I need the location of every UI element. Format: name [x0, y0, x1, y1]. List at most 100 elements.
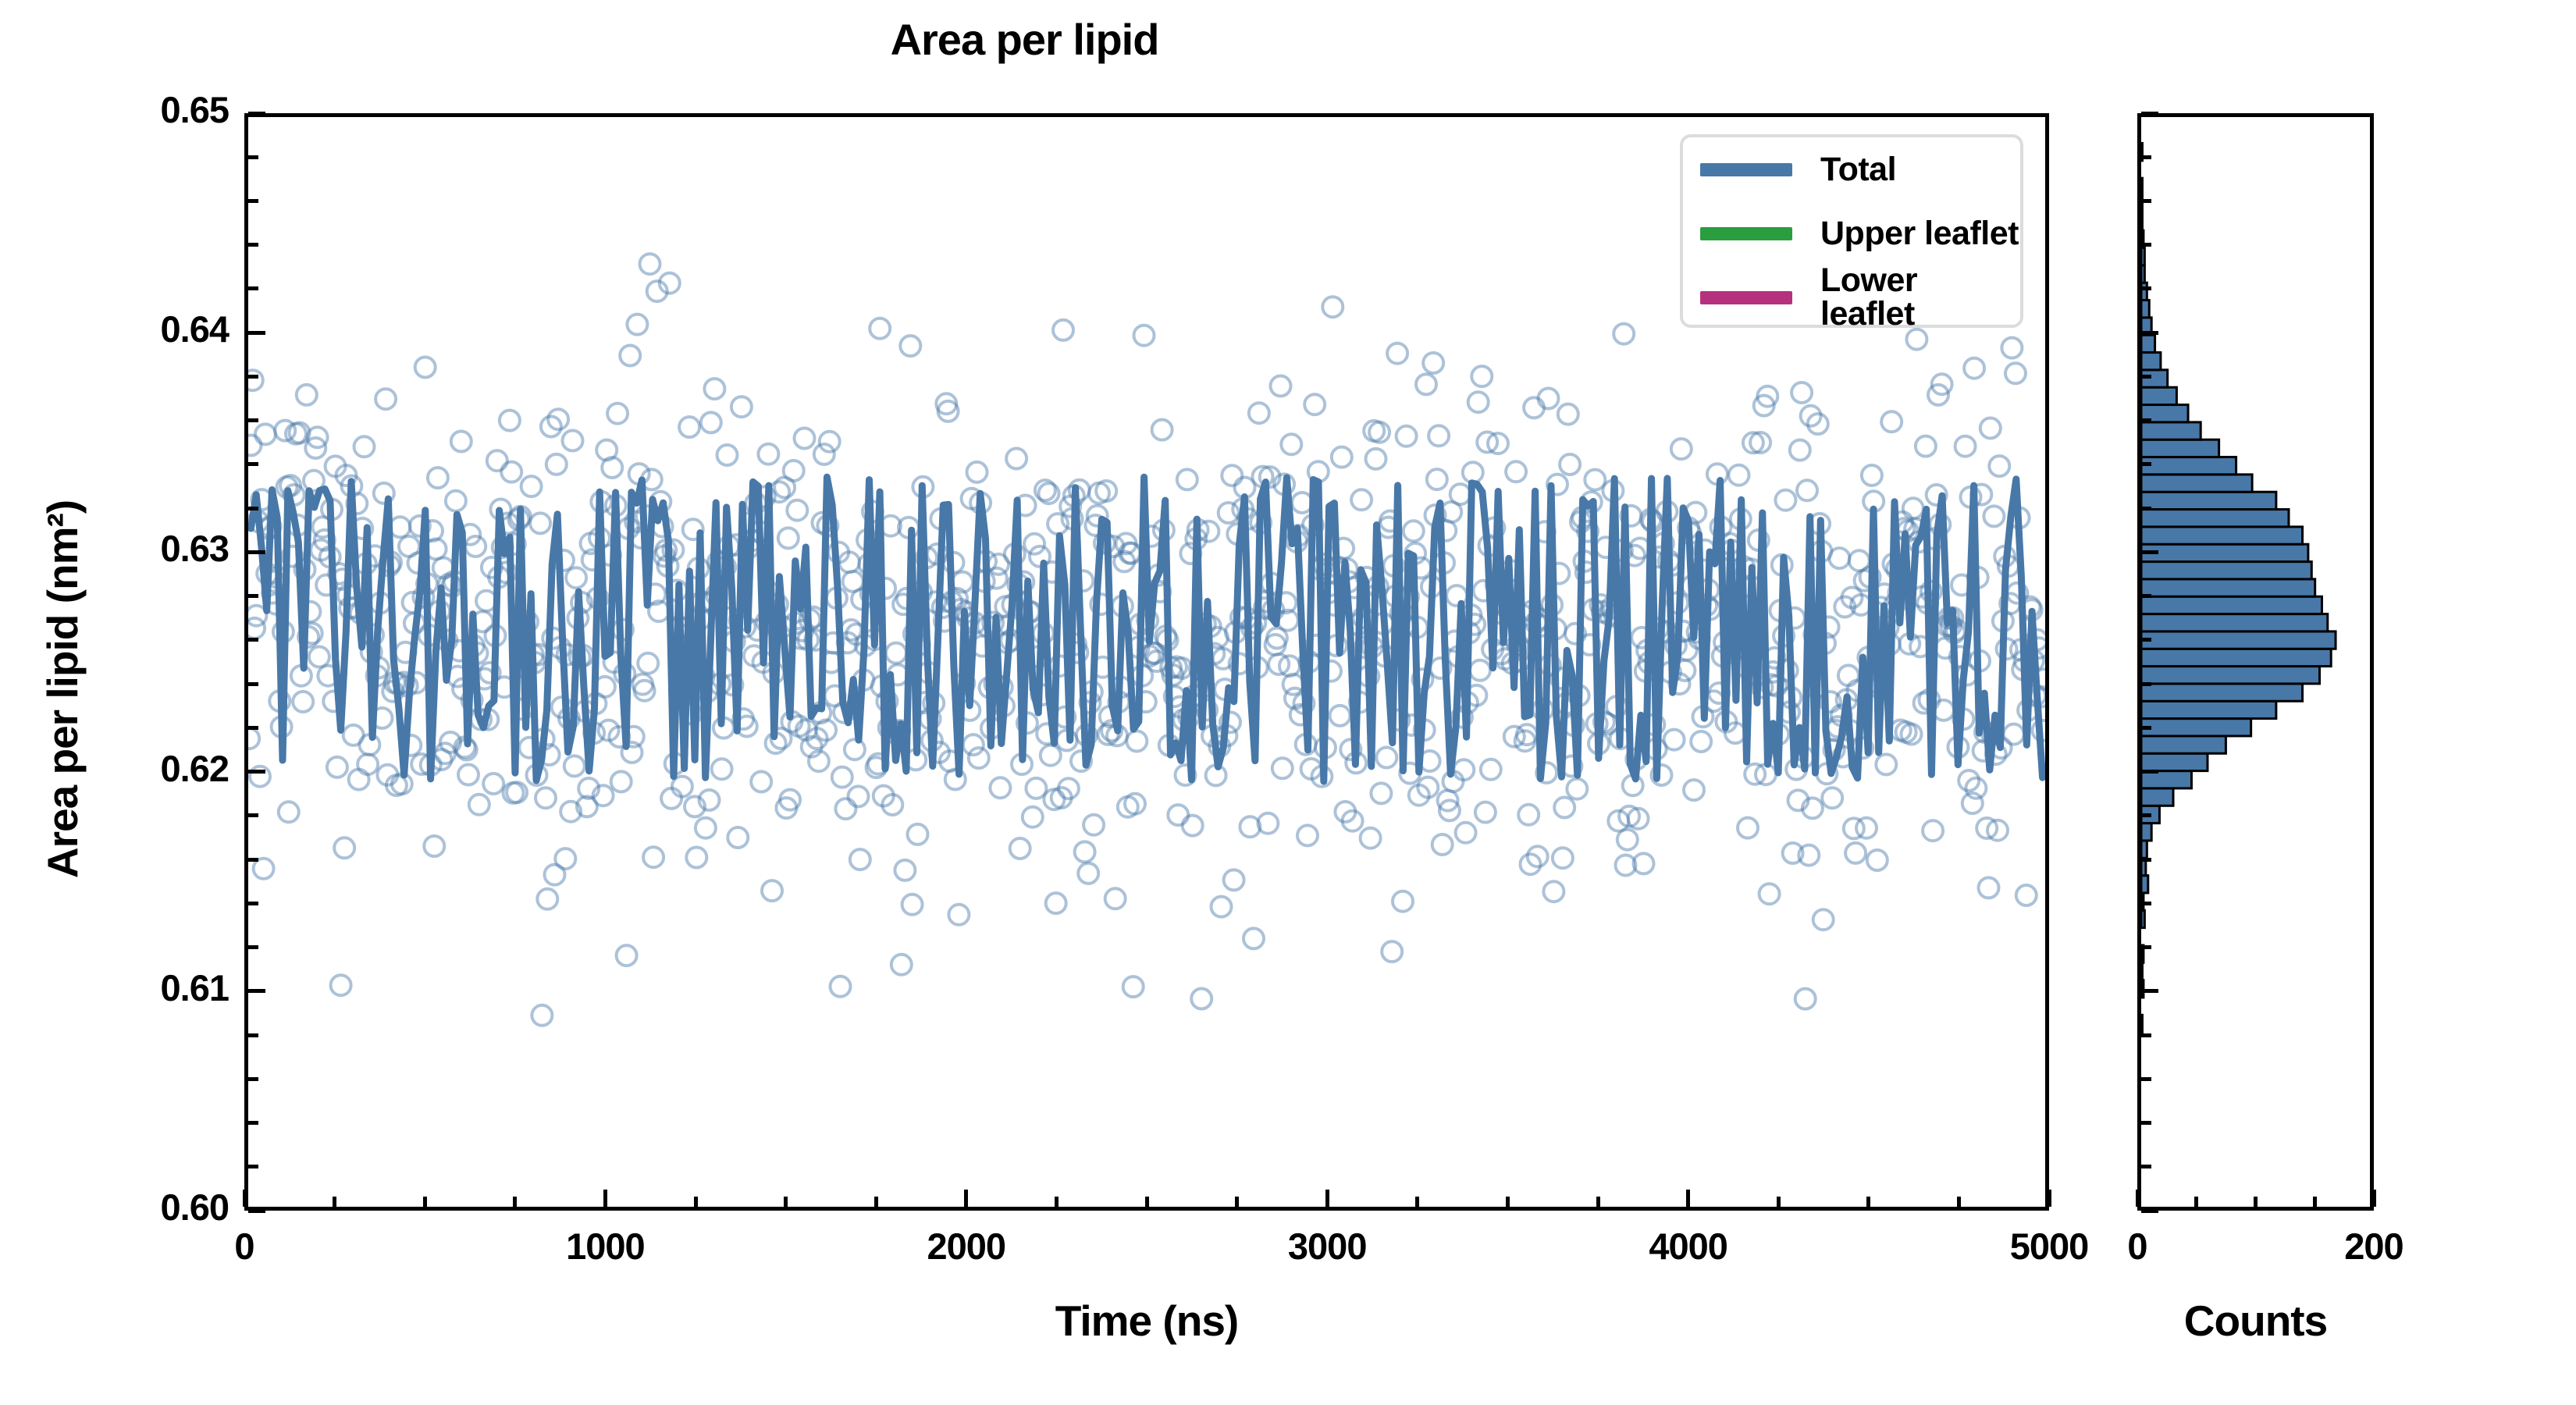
- y-tick-label: 0.63: [160, 528, 229, 570]
- histogram-bars-layer: [2141, 142, 2337, 1034]
- y-major-tick: [248, 330, 265, 335]
- histogram-x-minor-tick: [2194, 1197, 2199, 1207]
- y-tick-label: 0.61: [160, 966, 229, 1008]
- histogram-x-minor-tick: [2254, 1197, 2258, 1207]
- y-minor-tick: [248, 1121, 258, 1126]
- histogram-y-minor-tick: [2141, 198, 2151, 203]
- y-minor-tick: [248, 1033, 258, 1037]
- y-major-tick: [248, 989, 265, 994]
- x-minor-tick: [1415, 1197, 1420, 1207]
- legend-item-lower-leaflet[interactable]: Lower leaflet: [1683, 261, 2020, 333]
- y-minor-tick: [248, 945, 258, 950]
- histogram-y-minor-tick: [2141, 1033, 2151, 1037]
- histogram-y-minor-tick: [2141, 945, 2151, 950]
- y-major-tick: [248, 111, 265, 116]
- y-minor-tick: [248, 813, 258, 818]
- histogram-x-minor-tick: [2312, 1197, 2317, 1207]
- histogram-y-minor-tick: [2141, 1121, 2151, 1126]
- histogram-y-minor-tick: [2141, 1165, 2151, 1169]
- x-minor-tick: [873, 1197, 878, 1207]
- x-minor-tick: [1144, 1197, 1149, 1207]
- x-tick-label: 4000: [1649, 1225, 1728, 1267]
- x-minor-tick: [1776, 1197, 1781, 1207]
- histogram-y-minor-tick: [2141, 1076, 2151, 1081]
- histogram-y-minor-tick: [2141, 594, 2151, 599]
- y-minor-tick: [248, 374, 258, 379]
- histogram-y-minor-tick: [2141, 681, 2151, 686]
- y-axis-label: Area per lipid (nm²): [37, 140, 92, 1238]
- histogram-y-major-tick: [2141, 770, 2158, 774]
- x-major-tick: [1325, 1190, 1329, 1207]
- y-tick-label: 0.62: [160, 747, 229, 789]
- histogram-y-major-tick: [2141, 330, 2158, 335]
- legend-label-total: Total: [1820, 150, 1897, 188]
- legend-label-upper-leaflet: Upper leaflet: [1820, 214, 2019, 252]
- histogram-y-minor-tick: [2141, 243, 2151, 247]
- legend-item-upper-leaflet[interactable]: Upper leaflet: [1683, 201, 2020, 265]
- histogram-canvas: [2141, 142, 2337, 1034]
- x-minor-tick: [1235, 1197, 1240, 1207]
- x-tick-label: 2000: [927, 1225, 1007, 1267]
- y-minor-tick: [248, 594, 258, 599]
- y-minor-tick: [248, 638, 258, 642]
- x-major-tick: [1686, 1190, 1691, 1207]
- x-tick-label: 3000: [1287, 1225, 1368, 1267]
- histogram-y-minor-tick: [2141, 418, 2151, 423]
- y-major-tick: [248, 770, 265, 774]
- legend-item-total[interactable]: Total: [1683, 137, 2020, 201]
- histogram-y-minor-tick: [2141, 857, 2151, 862]
- y-minor-tick: [248, 1076, 258, 1081]
- histogram-y-minor-tick: [2141, 462, 2151, 467]
- histogram-y-minor-tick: [2141, 813, 2151, 818]
- x-major-tick: [242, 1190, 247, 1207]
- histogram-y-minor-tick: [2141, 286, 2151, 291]
- histogram-y-major-tick: [2141, 550, 2158, 554]
- y-tick-label: 0.60: [160, 1186, 229, 1228]
- histogram-x-major-tick: [2371, 1190, 2376, 1207]
- histogram-x-axis-label: Counts: [2183, 1297, 2328, 1345]
- running-average-line: [248, 473, 2045, 785]
- y-axis-label-text: Area per lipid (nm²): [38, 500, 87, 879]
- x-major-tick: [603, 1190, 607, 1207]
- y-minor-tick: [248, 857, 258, 862]
- histogram-x-major-tick: [2135, 1190, 2140, 1207]
- x-minor-tick: [693, 1197, 698, 1207]
- legend: Total Upper leaflet Lower leaflet: [1680, 134, 2023, 333]
- histogram-axes: [2137, 113, 2374, 1211]
- histogram-x-tick-label: 0: [2127, 1225, 2147, 1267]
- x-minor-tick: [1866, 1197, 1871, 1207]
- histogram-y-minor-tick: [2141, 155, 2151, 159]
- histogram-y-minor-tick: [2141, 506, 2151, 510]
- x-minor-tick: [333, 1197, 337, 1207]
- x-minor-tick: [1956, 1197, 1961, 1207]
- y-tick-label: 0.65: [160, 89, 229, 130]
- x-minor-tick: [1505, 1197, 1510, 1207]
- legend-label-lower-leaflet: Lower leaflet: [1820, 261, 1918, 333]
- y-major-tick: [248, 1208, 265, 1213]
- histogram-y-major-tick: [2141, 1208, 2158, 1213]
- x-minor-tick: [513, 1197, 518, 1207]
- y-minor-tick: [248, 243, 258, 247]
- y-minor-tick: [248, 901, 258, 905]
- y-minor-tick: [248, 286, 258, 291]
- x-tick-label: 0: [234, 1225, 254, 1267]
- histogram-y-major-tick: [2141, 989, 2158, 994]
- y-minor-tick: [248, 462, 258, 467]
- legend-swatch-upper-leaflet: [1700, 226, 1792, 240]
- x-minor-tick: [784, 1197, 788, 1207]
- x-minor-tick: [1054, 1197, 1059, 1207]
- y-major-tick: [248, 550, 265, 554]
- histogram-y-minor-tick: [2141, 374, 2151, 379]
- legend-swatch-total: [1700, 162, 1792, 176]
- x-minor-tick: [422, 1197, 427, 1207]
- x-tick-label: 1000: [566, 1225, 646, 1267]
- y-minor-tick: [248, 418, 258, 423]
- y-tick-label: 0.64: [160, 308, 229, 350]
- legend-swatch-lower-leaflet: [1700, 290, 1792, 304]
- y-minor-tick: [248, 198, 258, 203]
- y-minor-tick: [248, 506, 258, 510]
- y-minor-tick: [248, 681, 258, 686]
- x-major-tick: [2047, 1190, 2051, 1207]
- x-minor-tick: [1596, 1197, 1600, 1207]
- histogram-y-major-tick: [2141, 111, 2158, 116]
